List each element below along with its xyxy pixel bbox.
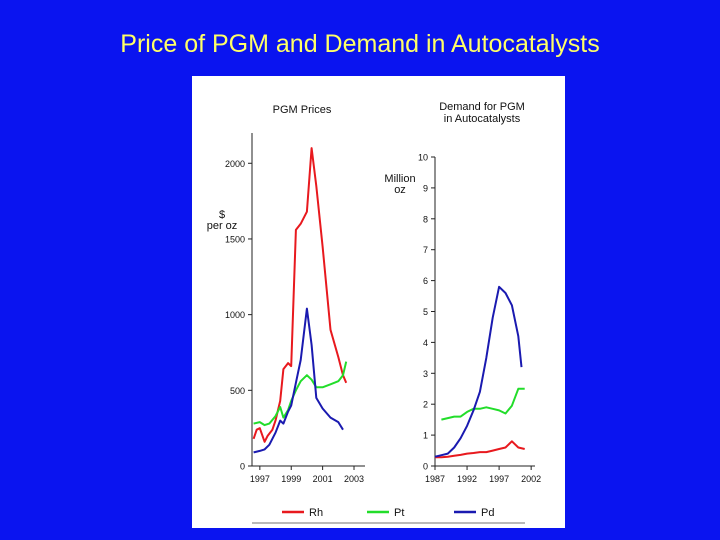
y-tick-label: 1 [423, 431, 428, 441]
x-tick-label: 1992 [457, 474, 477, 484]
series-line-pd [253, 307, 344, 454]
legend-label-pt: Pt [394, 507, 404, 519]
series-line-pt [253, 361, 348, 427]
chart-title: Demand for PGM in Autocatalysts [439, 101, 525, 125]
y-tick-label: 10 [418, 153, 428, 163]
series-line-rh [435, 440, 525, 459]
y-tick-label: 0 [423, 462, 428, 472]
y-tick-label: 7 [423, 245, 428, 255]
legend-label-rh: Rh [309, 507, 323, 519]
y-tick-label: 0 [240, 462, 245, 472]
chart-title: PGM Prices [273, 104, 332, 116]
series-line-rh [252, 147, 348, 443]
x-tick-label: 2003 [344, 474, 364, 484]
x-tick-label: 1987 [425, 474, 445, 484]
x-tick-label: 1999 [281, 474, 301, 484]
y-tick-label: 8 [423, 214, 428, 224]
y-tick-label: 1500 [225, 234, 245, 244]
slide-title: Price of PGM and Demand in Autocatalysts [120, 30, 600, 58]
x-tick-label: 2002 [521, 474, 541, 484]
legend-label-pd: Pd [481, 507, 494, 519]
x-tick-label: 2001 [313, 474, 333, 484]
y-tick-label: 3 [423, 369, 428, 379]
y-axis-label: $ per oz [207, 209, 238, 232]
series-line-pt [441, 387, 525, 421]
y-axis-label: Million oz [384, 173, 415, 196]
y-tick-label: 2 [423, 400, 428, 410]
chart-panel: PGM Prices $ per oz 0 500 1000 1500 2000 1997 199… [192, 76, 565, 528]
series-line-pd [434, 285, 523, 458]
chart-canvas: PGM Prices $ per oz 0 500 1000 1500 2000 1997 199… [207, 101, 541, 524]
y-tick-label: 9 [423, 183, 428, 193]
y-tick-label: 5 [423, 307, 428, 317]
y-tick-label: 4 [423, 338, 428, 348]
x-tick-label: 1997 [489, 474, 509, 484]
y-tick-label: 6 [423, 276, 428, 286]
y-tick-label: 1000 [225, 310, 245, 320]
y-tick-label: 2000 [225, 159, 245, 169]
y-tick-label: 500 [230, 386, 245, 396]
x-tick-label: 1997 [250, 474, 270, 484]
